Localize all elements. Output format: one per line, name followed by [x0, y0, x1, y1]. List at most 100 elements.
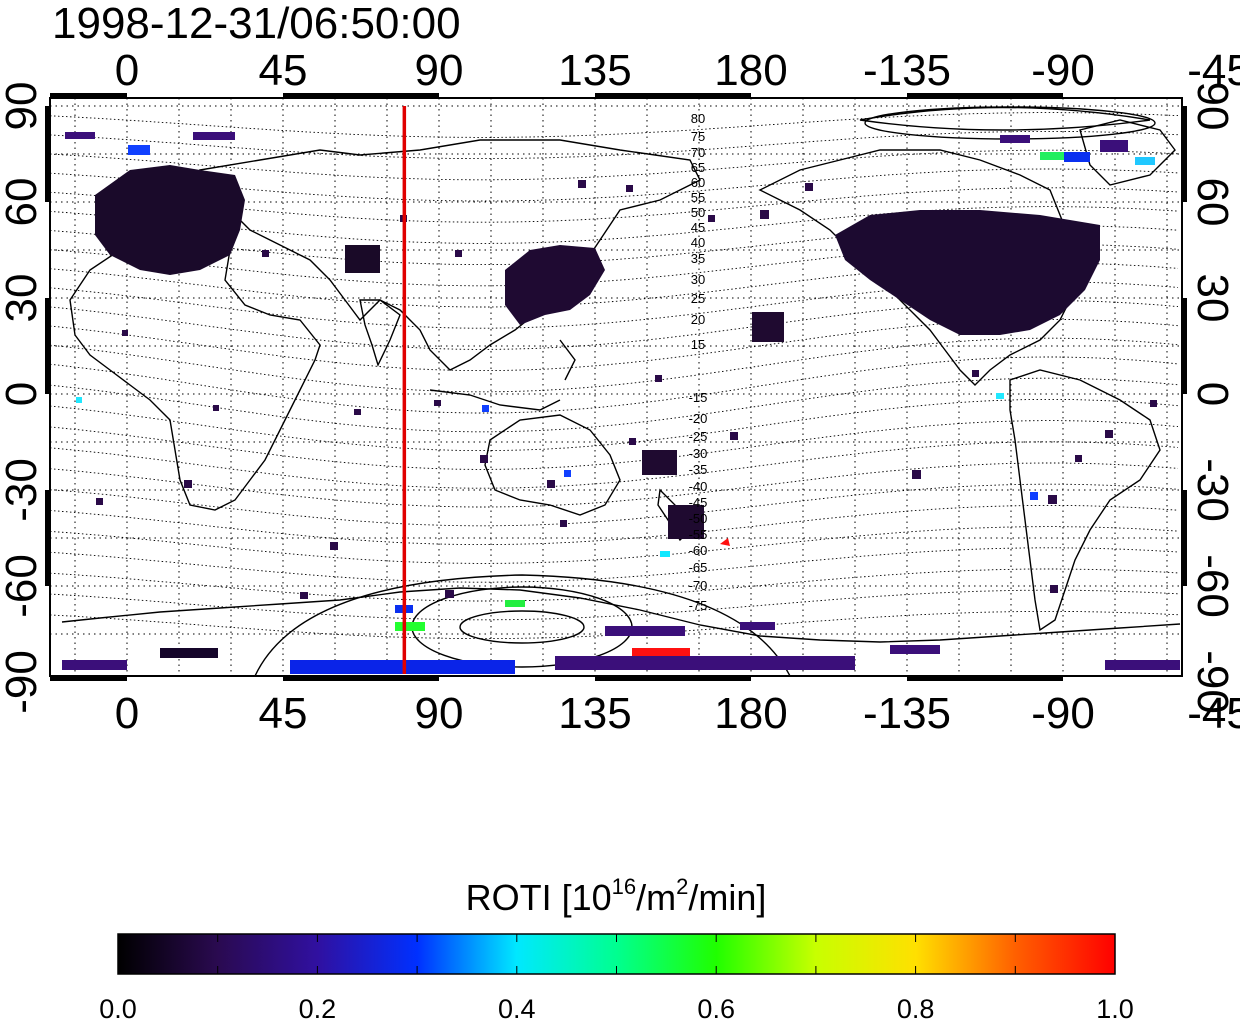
longitude-label-top: 180: [714, 46, 787, 95]
magnetic-contour-line: [50, 568, 1179, 602]
patch-red-nz: [720, 538, 730, 546]
colorbar-title-mid: /m: [636, 877, 676, 918]
magnetic-contour-line: [50, 130, 1179, 160]
latitude-label-right: -30: [1188, 458, 1237, 522]
magnetic-latitude-label: 45: [691, 220, 705, 235]
longitude-label-bottom: -135: [863, 689, 951, 738]
colorbar: ROTI [1016/m2/min] 0.0 0.2 0.4 0.6 0.8 1.0: [99, 874, 1134, 1024]
magnetic-latitude-label: 15: [691, 337, 705, 352]
magnetic-latitude-label: 20: [691, 312, 705, 327]
latitude-label-right: 0: [1188, 382, 1237, 406]
magnetic-latitude-label: 25: [691, 291, 705, 306]
magnetic-contour-line: [50, 462, 1179, 508]
longitude-label-bottom: -45: [1187, 689, 1240, 738]
magnetic-latitude-label: -35: [689, 462, 708, 477]
latitude-label-right: 90: [1188, 82, 1237, 131]
magnetic-latitude-label: -75: [689, 598, 708, 613]
patch-purple-top-4: [65, 132, 95, 139]
patch-purple-top-3: [1100, 140, 1128, 152]
colorbar-tick-label: 0.0: [99, 994, 137, 1024]
timestamp-title: 1998-12-31/06:50:00: [52, 0, 461, 48]
coast-australia: [484, 414, 621, 516]
patch-blue-2: [1064, 152, 1090, 162]
latitude-label-left: 30: [0, 274, 46, 323]
magnetic-contour-line: [50, 441, 1179, 489]
colorbar-title-prefix: ROTI [10: [466, 877, 612, 918]
colorbar-tick-label: 0.6: [697, 994, 735, 1024]
magnetic-contour-line: [50, 243, 1179, 287]
magnetic-latitude-label: -50: [689, 511, 708, 526]
magnetic-latitude-label: -30: [689, 446, 708, 461]
latitude-labels-left: 90 60 30 0 -30 -60 -90: [0, 82, 46, 714]
coast-arctic: [859, 106, 1151, 131]
longitude-labels-bottom: 0 45 90 135 180 -135 -90 -45: [115, 689, 1240, 738]
colorbar-tick-label: 0.4: [498, 994, 536, 1024]
patch-japan-pacific: [752, 312, 784, 342]
magnetic-contour-line: [50, 483, 1179, 527]
frame-tick-segment-right: [1182, 298, 1187, 394]
patch-purple-ant-2: [890, 645, 940, 654]
frame-tick-segment-left: [45, 490, 50, 586]
patch-green-2: [505, 600, 525, 607]
frame-tick-segment-right: [1182, 106, 1187, 202]
longitude-label-bottom: -90: [1031, 689, 1095, 738]
coast-antarctica: [61, 587, 1181, 643]
patch-cyan-sa: [996, 393, 1004, 399]
patch-antarctic-dark: [160, 648, 218, 658]
patch-north-america: [835, 210, 1100, 335]
patch-antarctic-red: [632, 648, 690, 658]
magnetic-latitude-label: -25: [689, 429, 708, 444]
magnetic-latitude-label: 40: [691, 235, 705, 250]
longitude-label-bottom: 45: [259, 689, 308, 738]
magnetic-contour-line: [50, 589, 1179, 621]
latitude-labels-right: 90 60 30 0 -30 -60 -90: [1188, 82, 1237, 714]
patch-purple-ant-3: [740, 622, 775, 630]
colorbar-title-sup1: 16: [612, 874, 636, 899]
patch-cyan-2: [660, 551, 670, 557]
longitude-label-bottom: 0: [115, 689, 139, 738]
latitude-label-left: -30: [0, 458, 46, 522]
magnetic-latitude-label: -15: [689, 390, 708, 405]
magnetic-contour-line: [50, 224, 1179, 266]
magnetic-latitude-label: 80: [691, 111, 705, 126]
magnetic-latitude-label: -70: [689, 578, 708, 593]
patch-blue-sa: [1030, 492, 1038, 500]
longitude-label-top: 90: [415, 46, 464, 95]
patch-new-zealand: [642, 450, 677, 475]
frame-tick-segment-top: [283, 93, 439, 98]
latitude-label-right: -60: [1188, 554, 1237, 618]
latitude-label-right: -90: [1188, 650, 1237, 714]
magnetic-latitude-label: -60: [689, 543, 708, 558]
patch-europe: [95, 165, 245, 275]
longitude-labels-top: 0 45 90 135 180 -135 -90 -45: [115, 46, 1240, 95]
latitude-label-left: -60: [0, 554, 46, 618]
latitude-label-left: 0: [0, 382, 46, 406]
magnetic-contour-line: [50, 112, 1179, 138]
patch-cyan-1: [1135, 157, 1155, 165]
frame-tick-bars: [45, 93, 1187, 681]
patch-cyan-af: [76, 397, 82, 403]
scattered-receiver-pixels: [96, 180, 1157, 599]
patch-blue-3: [128, 145, 150, 155]
colorbar-title: ROTI [1016/m2/min]: [466, 874, 767, 918]
colorbar-tick-labels: 0.0 0.2 0.4 0.6 0.8 1.0: [99, 994, 1134, 1024]
frame-tick-segment-left: [45, 106, 50, 202]
coast-south-america: [1009, 369, 1161, 632]
magnetic-contour-line: [50, 504, 1179, 546]
longitude-label-top: -90: [1031, 46, 1095, 95]
patch-purple-top-1: [193, 132, 235, 140]
longitude-label-bottom: 135: [558, 689, 631, 738]
colorbar-title-sup2: 2: [676, 874, 688, 899]
frame-tick-segment-bottom: [50, 676, 127, 681]
coast-maritime: [429, 339, 576, 411]
magnetic-latitude-label: -40: [689, 479, 708, 494]
patch-east-asia: [505, 245, 605, 325]
patch-nz-south: [668, 505, 704, 539]
magnetic-latitude-label: 50: [691, 205, 705, 220]
colorbar-tick-label: 0.2: [299, 994, 337, 1024]
patch-green-1: [395, 622, 425, 631]
patch-purple-ant-1: [605, 626, 685, 636]
